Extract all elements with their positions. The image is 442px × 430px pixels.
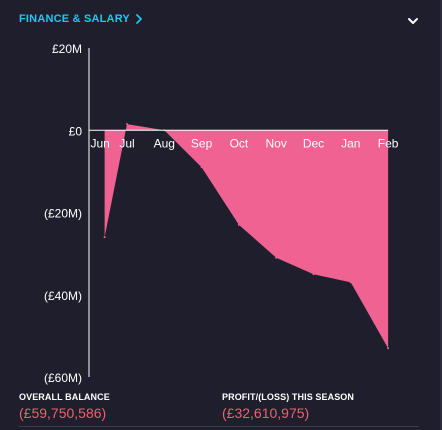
data-point-jun [103,236,106,239]
x-tick-label-nov: Nov [266,136,287,150]
finance-area-chart: £20M £0 (£20M) (£40M) (£60M) Jun Jul Aug Sep Oct N… [44,42,399,385]
widget-title: FINANCE & SALARY [19,13,130,25]
data-point-feb [387,347,390,350]
overall-balance-value: (£59,750,586) [19,405,107,421]
x-tick-label-sep: Sep [191,136,213,150]
chevron-down-icon[interactable] [406,14,420,28]
x-tick-label-feb: Feb [378,136,399,150]
y-tick-label: (£20M) [44,207,82,221]
x-tick-label-oct: Oct [230,136,249,150]
finance-salary-header-link[interactable]: FINANCE & SALARY [19,13,144,25]
x-tick-label-dec: Dec [303,136,324,150]
x-tick-label-aug: Aug [154,136,175,150]
x-tick-label-jan: Jan [341,136,360,150]
data-point-oct [237,223,240,226]
data-point-dec [312,273,315,276]
data-point-jul [126,123,128,126]
overall-balance-label: OVERALL BALANCE [19,392,110,402]
profit-loss-value: (£32,610,975) [222,405,310,421]
x-tick-label-jun: Jun [90,136,109,150]
finance-chart: £20M £0 (£20M) (£40M) (£60M) Jun Jul Aug Sep Oct N… [44,42,399,385]
y-tick-label: (£40M) [44,289,82,303]
panel-border [440,0,442,430]
data-point-jan [349,281,352,284]
balance-area [104,124,389,349]
y-tick-label: £0 [69,124,83,138]
y-tick-label: (£60M) [44,371,82,385]
footer-divider [19,426,419,427]
x-tick-label-jul: Jul [119,136,134,150]
y-tick-label: £20M [52,42,82,56]
chevron-right-icon [136,14,142,24]
data-point-sep [200,166,203,169]
overall-balance-stat: OVERALL BALANCE (£59,750,586) [19,392,110,421]
profit-loss-stat: PROFIT/(LOSS) THIS SEASON (£32,610,975) [222,392,354,421]
profit-loss-label: PROFIT/(LOSS) THIS SEASON [222,392,355,402]
data-point-nov [275,256,278,259]
